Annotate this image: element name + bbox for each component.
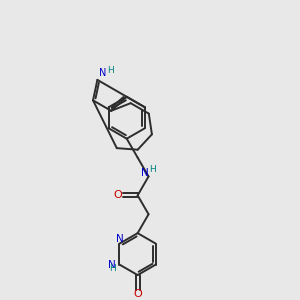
Text: H: H <box>149 165 155 174</box>
Text: H: H <box>109 264 116 273</box>
Text: N: N <box>141 168 149 178</box>
Text: N: N <box>108 260 116 270</box>
Text: H: H <box>107 66 114 75</box>
Text: N: N <box>99 68 106 79</box>
Text: O: O <box>113 190 122 200</box>
Text: N: N <box>116 234 124 244</box>
Text: O: O <box>133 289 142 299</box>
